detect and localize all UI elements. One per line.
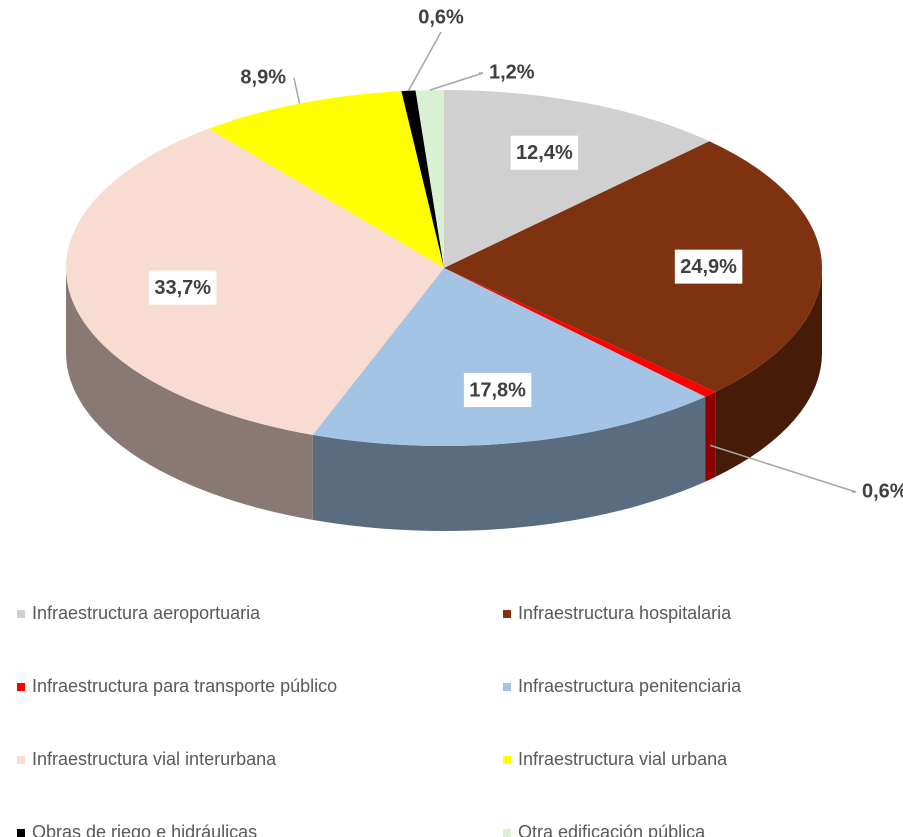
legend-swatch [503,829,511,837]
label-box [148,270,217,305]
legend-swatch [17,683,25,691]
value-label: 17,8% [469,379,526,401]
legend-swatch [503,610,511,618]
legend-swatch [17,829,25,837]
slice [401,90,444,269]
leader-line [429,72,484,91]
legend-label: Infraestructura vial interurbana [32,749,277,769]
slice [65,128,444,435]
legend-label: Infraestructura aeroportuaria [32,603,261,623]
legend-swatch [17,756,25,764]
slice [312,268,706,446]
value-label: 33,7% [154,277,211,299]
slice [444,141,822,392]
leader-line [407,31,442,92]
value-label: 24,9% [680,256,737,278]
legend-label: Obras de riego e hidráulicas [32,822,257,837]
value-label: 1,2% [489,61,535,83]
slice-side [66,268,313,520]
legend-swatch [503,683,511,691]
leader-line [293,77,301,104]
slice-side [715,268,822,477]
slice-side [705,391,716,482]
legend-swatch [503,756,511,764]
label-box [463,373,532,408]
value-label: 8,9% [240,66,286,88]
value-label: 12,4% [516,142,573,164]
slice-side [312,396,706,531]
legend-label: Infraestructura vial urbana [518,749,728,769]
legend-label: Infraestructura para transporte público [32,676,337,696]
label-box [674,249,743,284]
slice [208,91,444,268]
slice [444,90,710,268]
value-label: 0,6% [862,480,903,502]
legend-swatch [17,610,25,618]
legend-label: Infraestructura hospitalaria [518,603,732,623]
label-box [510,135,579,170]
slice [444,268,716,397]
leader-line [710,444,857,493]
legend-label: Infraestructura penitenciaria [518,676,742,696]
slice [415,90,444,268]
legend-label: Otra edificación pública [518,822,706,837]
value-label: 0,6% [418,6,464,28]
